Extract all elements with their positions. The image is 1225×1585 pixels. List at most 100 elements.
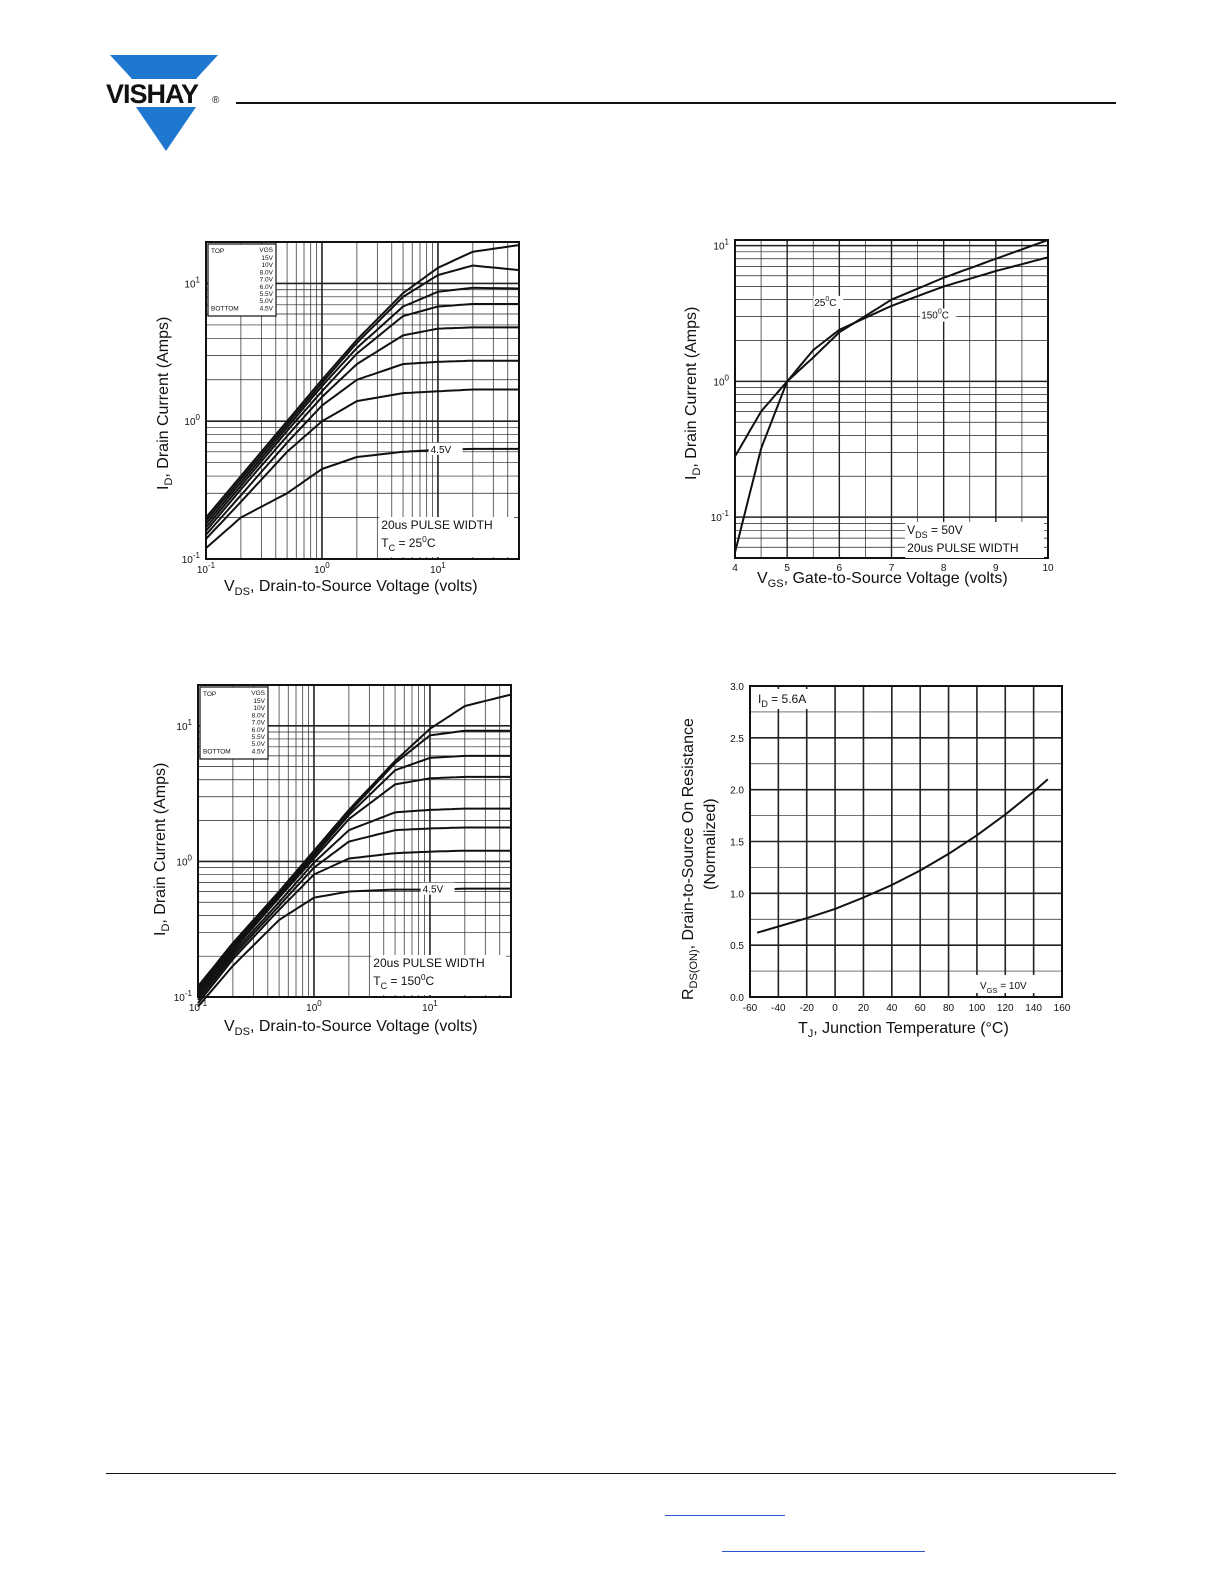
- chart-rdson-vs-temp: -60 -40 -20 0 20 40 60 80 100 120 140 160 0.0 0.5 1.0 1…: [730, 682, 1071, 1014]
- c1-note1: 20us PULSE WIDTH: [381, 518, 492, 532]
- c4-xtick-label: 60: [915, 1003, 927, 1014]
- chart-c3-xlabel: VDS, Drain-to-Source Voltage (volts): [224, 1018, 478, 1038]
- c3-xtick-label: 100: [306, 999, 322, 1014]
- c4-ytick-label: 0.0: [730, 993, 744, 1004]
- c1-curve-label: 4.5V: [431, 445, 452, 456]
- c1-series-6_0V: [205, 326, 519, 532]
- c3-legend-value: 10V: [253, 705, 265, 712]
- c1-frame: [205, 241, 520, 560]
- c3-legend-value: 6.0V: [252, 727, 266, 734]
- c2-series-0: [734, 239, 1049, 457]
- c3-note2: TC = 1500C: [373, 972, 434, 991]
- c4-note2: VGS = 10V: [980, 981, 1027, 995]
- footer-link-1[interactable]: [665, 1515, 785, 1516]
- c2-ytick-label: 10-1: [711, 509, 730, 524]
- vishay-logo: VISHAY ®: [106, 55, 220, 151]
- c2-xtick-label: 6: [837, 563, 843, 574]
- c1-ytick-label: 10-1: [182, 551, 201, 566]
- c1-note2: TC = 250C: [381, 534, 436, 553]
- c3-ytick-label: 100: [176, 853, 192, 868]
- c3-legend-value: 4.5V: [252, 748, 266, 755]
- c4-xtick-label: 140: [1025, 1003, 1042, 1014]
- c3-legend-bottom: BOTTOM: [203, 748, 231, 755]
- c3-series-5_5V: [197, 826, 511, 1001]
- c4-xtick-label: 80: [943, 1003, 955, 1014]
- c3-series-6_0V: [197, 807, 511, 998]
- c4-ytick-label: 1.0: [730, 889, 744, 900]
- c2-ytick-label: 101: [713, 238, 729, 253]
- c2-xtick-label: 8: [941, 563, 947, 574]
- c4-series-rdson: [756, 778, 1049, 934]
- c4-ytick-label: 1.5: [730, 838, 744, 849]
- c4-xtick-label: 40: [886, 1003, 898, 1014]
- chart-transfer: 4 5 6 7 8 9 10 10-1 100 101 250C 1500C VDS = 50V20us…: [711, 238, 1054, 574]
- c1-legend-value: 4.5V: [260, 305, 274, 312]
- c4-xtick-label: 0: [832, 1003, 838, 1014]
- c3-series-8_0V: [197, 754, 511, 993]
- c3-note1: 20us PULSE WIDTH: [373, 956, 484, 970]
- c1-series-5_5V: [205, 359, 519, 536]
- c4-xtick-label: -40: [771, 1003, 786, 1014]
- c1-curve-label-bg: [428, 442, 463, 455]
- c4-frame: [749, 685, 1063, 998]
- c3-series-7_0V: [197, 775, 511, 995]
- c1-legend-value: 7.0V: [260, 277, 274, 284]
- chart-c1-xlabel: VDS, Drain-to-Source Voltage (volts): [224, 578, 478, 598]
- logo-triangle-top: [110, 55, 218, 79]
- c1-series-7_0V: [205, 303, 519, 528]
- c4-xtick-label: -20: [800, 1003, 815, 1014]
- c2-ytick-label: 100: [713, 373, 729, 388]
- c1-series-15V: [205, 244, 520, 519]
- c4-xtick-label: 100: [969, 1003, 986, 1014]
- c2-label-25c: 250C: [814, 296, 836, 309]
- c3-xtick-label: 10-1: [189, 999, 208, 1014]
- c3-xtick-label: 101: [422, 999, 438, 1014]
- c2-note2: 20us PULSE WIDTH: [907, 541, 1018, 555]
- c1-ytick-label: 100: [184, 413, 200, 428]
- c1-note-bg: [379, 517, 514, 557]
- c3-ytick-label: 10-1: [174, 989, 193, 1004]
- logo-mark: ®: [212, 95, 220, 106]
- c3-legend-value: 15V: [253, 698, 265, 705]
- c3-ytick-label: 101: [176, 718, 192, 733]
- logo-triangle-bottom: [136, 107, 196, 151]
- footer-rule: [106, 1473, 1116, 1474]
- c4-ytick-label: 2.5: [730, 734, 744, 745]
- header-rule: [236, 102, 1116, 104]
- c4-ytick-label: 0.5: [730, 941, 744, 952]
- c2-series-1: [734, 256, 1049, 553]
- c3-legend-header: VGS: [251, 690, 265, 697]
- c3-frame: [197, 684, 512, 998]
- c1-legend-value: 8.0V: [260, 269, 274, 276]
- c3-curve-label-bg: [420, 882, 455, 895]
- c2-frame: [734, 239, 1049, 559]
- c4-xtick-label: 160: [1054, 1003, 1071, 1014]
- c4-note1-bg: [754, 689, 832, 709]
- c3-series-5_0V: [197, 849, 511, 1004]
- c3-legend-value: 5.5V: [252, 734, 266, 741]
- c4-ytick-label: 2.0: [730, 786, 744, 797]
- c2-xtick-label: 5: [784, 563, 790, 574]
- chart-c4-xlabel: TJ, Junction Temperature (°C): [798, 1020, 1009, 1040]
- c1-legend-value: 5.5V: [260, 291, 274, 298]
- c2-xtick-label: 7: [889, 563, 895, 574]
- c1-xtick-label: 100: [314, 561, 330, 576]
- c3-series-10V: [197, 729, 511, 990]
- chart-output-25c: 10-1 100 101 10-1 100 101 TOP VGS15V10V8.0V7.0V…: [182, 241, 520, 576]
- c1-legend-header: VGS: [259, 247, 273, 254]
- c1-legend-value: 15V: [261, 255, 273, 262]
- c1-series-10V: [205, 264, 520, 522]
- c2-xtick-label: 4: [732, 563, 738, 574]
- c3-legend-top: TOP: [203, 691, 216, 698]
- c1-legend-top: TOP: [211, 248, 224, 255]
- footer-link-2[interactable]: [722, 1551, 925, 1552]
- c2-label150-bg: [920, 308, 957, 322]
- c3-legend-value: 7.0V: [252, 720, 266, 727]
- c4-note1: ID = 5.6A: [758, 692, 806, 709]
- c2-label25-bg: [813, 295, 844, 309]
- c2-note-bg: [905, 522, 1044, 558]
- c2-xtick-label: 9: [993, 563, 999, 574]
- c3-legend-value: 8.0V: [252, 712, 266, 719]
- c1-legend-value: 10V: [261, 262, 273, 269]
- c3-legend-box: [199, 686, 269, 760]
